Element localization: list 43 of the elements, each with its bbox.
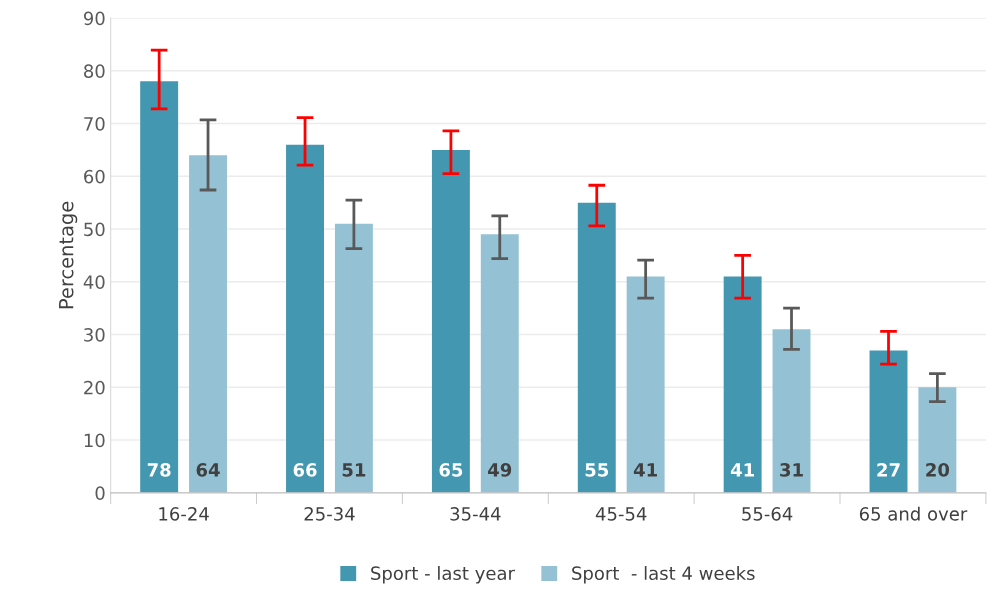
data-label: 20	[926, 463, 950, 477]
x-tick-label: 16-24	[159, 507, 209, 521]
y-tick-label: 10	[84, 433, 105, 448]
y-axis-title: Percentage	[59, 201, 78, 309]
data-label: 65	[439, 463, 463, 477]
data-label: 51	[342, 463, 366, 477]
y-tick-label: 20	[84, 380, 105, 395]
y-tick-label: 0	[95, 486, 105, 500]
bar	[480, 234, 519, 493]
y-tick-label: 70	[84, 117, 105, 131]
bar	[431, 149, 470, 493]
y-tick-label: 40	[83, 275, 105, 289]
data-label: 55	[585, 463, 609, 477]
bar	[772, 329, 811, 493]
x-tick-label: 65 and over	[859, 506, 968, 521]
data-label: 66	[293, 463, 317, 477]
x-tick-label: 25-34	[304, 507, 355, 521]
data-label: 64	[196, 463, 220, 477]
data-label: 31	[780, 463, 803, 477]
y-tick-label: 60	[84, 169, 105, 184]
y-tick-label: 30	[84, 328, 105, 342]
bar	[140, 81, 179, 493]
x-tick-label: 55-64	[742, 507, 793, 521]
data-label: 41	[633, 463, 657, 477]
bar	[286, 144, 324, 493]
bar	[626, 276, 665, 493]
data-label: 78	[147, 463, 171, 477]
x-tick-label: 35-44	[450, 507, 501, 521]
bar	[723, 276, 762, 493]
data-label: 41	[730, 463, 754, 477]
y-tick-label: 90	[83, 11, 105, 26]
bar	[334, 223, 373, 493]
bar	[869, 350, 908, 493]
x-tick-label: 45-54	[595, 507, 647, 521]
y-tick-label: 50	[84, 222, 105, 237]
data-label: 27	[877, 463, 900, 477]
bar	[918, 387, 957, 493]
y-tick-label: 80	[84, 64, 105, 78]
data-label: 49	[488, 463, 512, 477]
bar	[189, 155, 227, 493]
bar	[577, 202, 616, 493]
legend-label: Sport - last year	[371, 566, 515, 584]
legend-label: Sport - last 4 weeks	[572, 566, 755, 584]
